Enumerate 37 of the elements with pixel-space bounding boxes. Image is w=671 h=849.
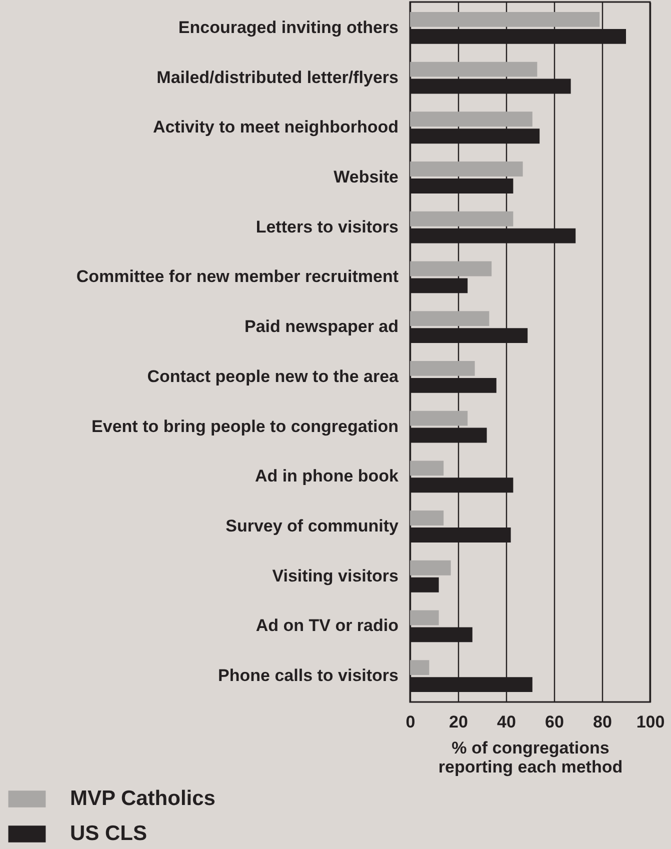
x-tick-label: 0 — [406, 712, 416, 732]
y-tick-label: Phone calls to visitors — [218, 666, 398, 686]
y-tick-label: Encouraged inviting others — [178, 18, 398, 37]
x-tick-label: 100 — [636, 712, 665, 732]
y-tick-label: Contact people new to the area — [147, 366, 400, 386]
x-axis-title: % of congregations reporting each method — [438, 738, 623, 776]
y-tick-label: Paid newspaper ad — [244, 317, 398, 336]
y-tick-label: Event to bring people to congregation — [92, 416, 398, 436]
y-tick-label: Website — [334, 168, 398, 186]
bar — [410, 311, 490, 326]
bar — [410, 162, 523, 176]
bar — [410, 211, 514, 226]
y-tick-label: Ad on TV or radio — [256, 616, 398, 636]
bar — [410, 112, 532, 127]
bar — [410, 460, 444, 476]
x-tick-label: 60 — [545, 712, 564, 732]
bar — [410, 610, 439, 626]
bar — [410, 560, 451, 576]
bar — [410, 261, 492, 276]
y-tick-label: Survey of community — [226, 516, 400, 536]
x-tick-label: 40 — [497, 712, 516, 732]
y-tick-label: Ad in phone book — [254, 466, 400, 486]
bar — [410, 360, 475, 376]
bar — [410, 62, 538, 77]
y-tick-label: Visiting visitors — [272, 566, 398, 586]
bar — [410, 510, 444, 526]
y-tick-label: Committee for new member recruitment — [76, 267, 399, 286]
bar — [410, 12, 600, 27]
x-tick-label: 20 — [449, 712, 468, 732]
y-tick-label: Activity to meet neighborhood — [152, 118, 398, 137]
bar — [410, 660, 430, 676]
bar — [410, 410, 468, 426]
x-tick-label: 80 — [593, 712, 612, 732]
y-tick-label: Letters to visitors — [256, 217, 398, 236]
y-tick-label: Mailed/distributed letter/flyers — [156, 68, 398, 87]
legend-label: MVP Catholics — [70, 787, 216, 810]
legend-label: US CLS — [70, 822, 148, 845]
